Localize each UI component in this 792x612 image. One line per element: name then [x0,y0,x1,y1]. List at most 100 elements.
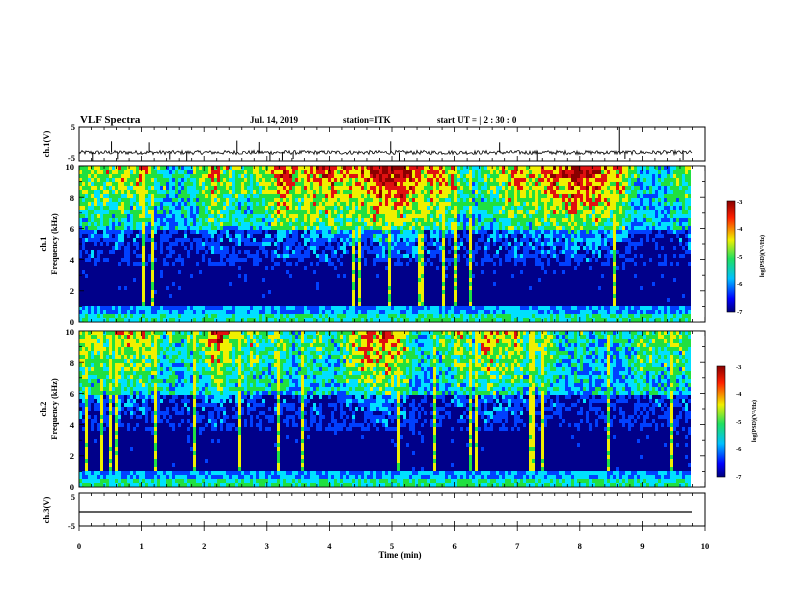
spec1-cell [424,226,427,230]
spec1-cell [352,166,355,170]
spec1-cell [442,262,445,266]
spec1-cell [373,198,376,202]
spec1-cell [415,210,418,214]
spec1-cell [424,266,427,270]
spec1-cell [349,310,352,314]
spec1-cell [94,254,97,258]
spec1-cell [187,242,190,246]
spec1-cell [115,222,118,226]
spec1-cell [460,198,463,202]
spec1-cell [382,202,385,206]
spec1-cell [412,174,415,178]
spec1-cell [91,310,94,314]
spec1-cell [424,310,427,314]
spec1-cell [226,206,229,210]
spec1-cell [439,282,442,286]
spec1-cell [310,230,313,234]
spec1-cell [331,186,334,190]
spec1-cell [379,222,382,226]
spec1-cell [400,274,403,278]
spec1-cell [457,278,460,282]
spec1-cell [301,202,304,206]
spec1-cell [454,218,457,222]
spec1-cell [226,242,229,246]
spec1-cell [79,318,82,322]
spec1-cell [433,318,436,322]
spec1-cell [421,190,424,194]
spec1-cell [118,254,121,258]
spec1-cell [328,194,331,198]
spec1-cell [436,246,439,250]
spec1-cell [157,246,160,250]
spec1-cell [379,218,382,222]
spec1-cell [361,242,364,246]
spec1-cell [418,246,421,250]
spec1-cell [202,230,205,234]
spec1-cell [304,246,307,250]
spec1-cell [91,270,94,274]
spec1-cell [154,170,157,174]
spec1-cell [229,298,232,302]
date-label: Jul. 14, 2019 [250,115,299,125]
spec1-cell [184,214,187,218]
spec1-cell [364,234,367,238]
spec1-cell [331,258,334,262]
spec1-cell [106,222,109,226]
spec1-cell [244,278,247,282]
spec1-cell [361,298,364,302]
spec1-cell [451,282,454,286]
spec1-cell [403,258,406,262]
spec1-cell [325,238,328,242]
spec1-cell [130,230,133,234]
spec1-cell [244,310,247,314]
spec1-cell [97,206,100,210]
spec1-cell [349,274,352,278]
spec1-cell [337,286,340,290]
spec1-cell [325,286,328,290]
spec1-cell [271,266,274,270]
spec1-cell [82,266,85,270]
spec1-cell [139,294,142,298]
spec1-cell [121,214,124,218]
spec1-cell [187,218,190,222]
spec1-cell [376,166,379,170]
spec1-cell [157,306,160,310]
spec1-cell [358,306,361,310]
spec1-cell [121,302,124,306]
spec1-cell [175,202,178,206]
spec1-cell [211,194,214,198]
spec1-cell [454,206,457,210]
spec1-cell [103,190,106,194]
spec1-cell [121,230,124,234]
spec1-cell [106,314,109,318]
spec1-cell [343,306,346,310]
spec1-cell [352,274,355,278]
spec1-cell [160,310,163,314]
spec1-cell [340,286,343,290]
spec1-cell [103,174,106,178]
spec1-cell [397,294,400,298]
spec1-cell [382,278,385,282]
spec1-cell [172,198,175,202]
spec1-cell [430,202,433,206]
spec1-cell [157,226,160,230]
spec1-cell [352,178,355,182]
spec1-cell [328,230,331,234]
spec1-cell [109,170,112,174]
spec1-cell [202,302,205,306]
spec1-cell [292,274,295,278]
spec1-cell [82,186,85,190]
spec1-cell [229,230,232,234]
spec1-cell [355,318,358,322]
spec1-cell [316,230,319,234]
spec1-cell [385,194,388,198]
spec1-cell [79,182,82,186]
spec1-cell [442,278,445,282]
spec1-cell [349,290,352,294]
spec1-cell [259,294,262,298]
spec1-cell [319,282,322,286]
spec1-cell [427,166,430,170]
spec1-cell [190,198,193,202]
spec1-cell [256,294,259,298]
spec1-cell [118,178,121,182]
